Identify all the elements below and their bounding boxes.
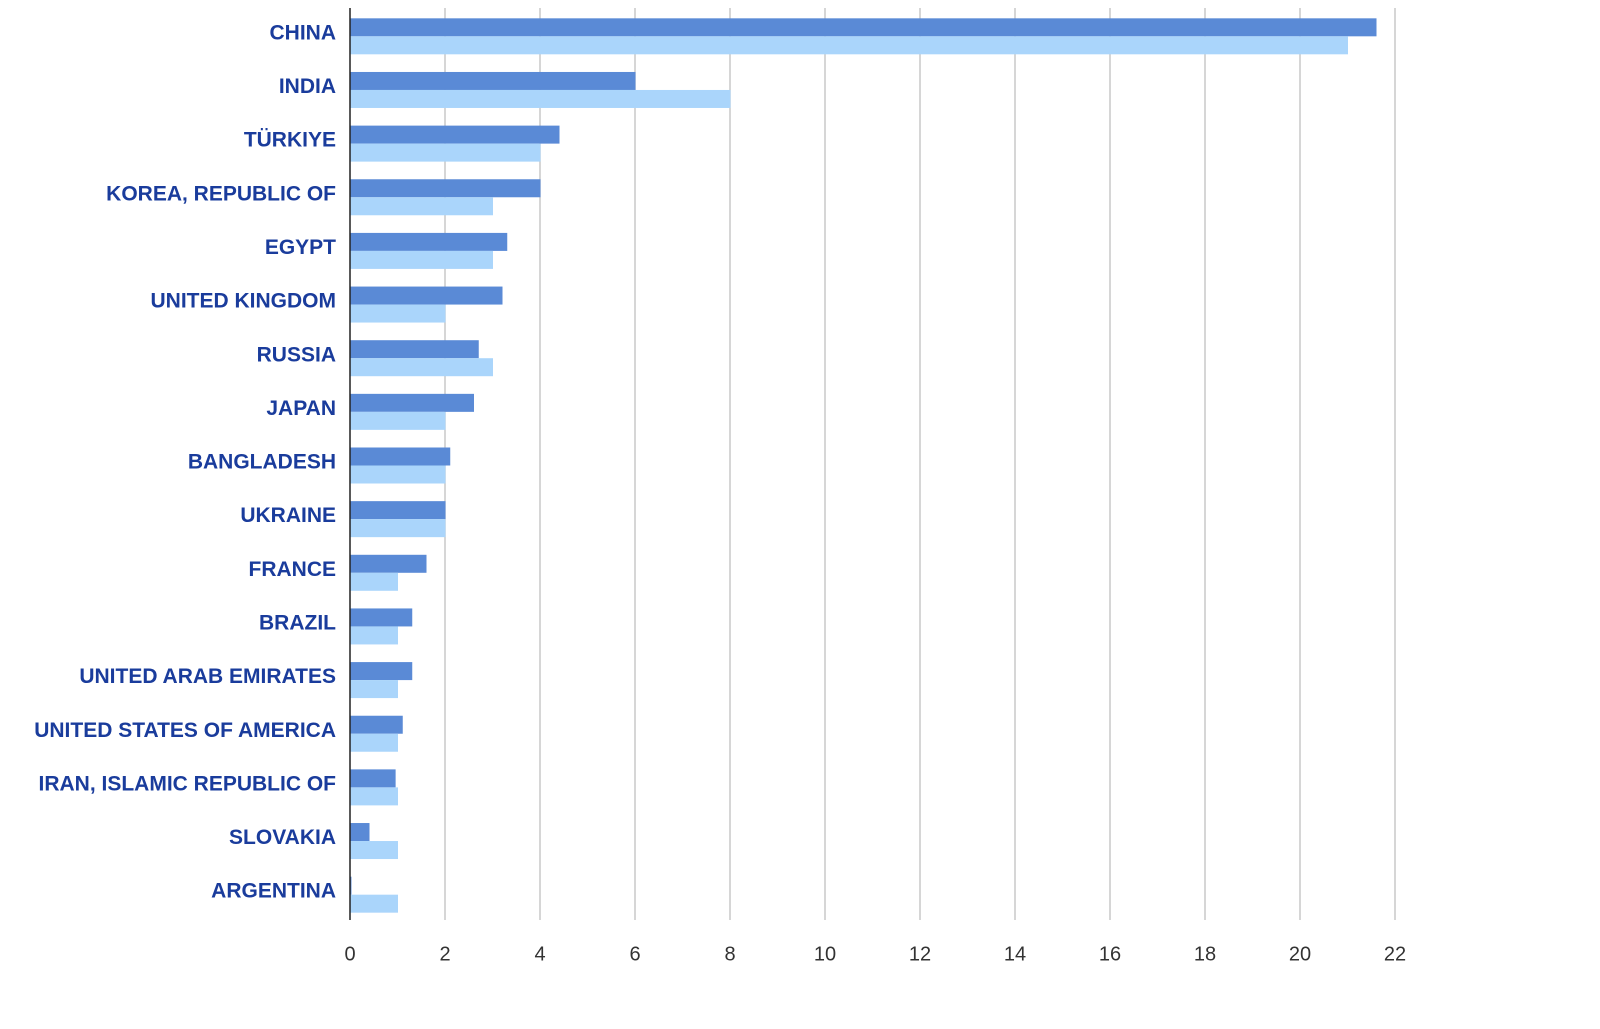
bar [349, 89, 731, 108]
x-tick-label: 2 [439, 943, 450, 965]
bar [349, 358, 493, 377]
bar [349, 662, 413, 681]
bar [349, 519, 446, 538]
bar [349, 411, 446, 430]
bar [349, 608, 413, 627]
bar [349, 232, 508, 251]
x-tick-label: 22 [1384, 943, 1406, 965]
bar [349, 823, 370, 842]
y-tick-label: UKRAINE [240, 504, 336, 527]
bar [349, 715, 403, 734]
bar [349, 769, 396, 788]
bar [349, 286, 503, 305]
y-tick-label: INDIA [279, 75, 336, 98]
bar [349, 179, 541, 198]
bar [349, 340, 479, 359]
y-tick-label: UNITED KINGDOM [151, 290, 337, 313]
y-tick-label: KOREA, REPUBLIC OF [106, 182, 336, 205]
y-tick-label: BANGLADESH [188, 451, 336, 474]
bar [349, 250, 493, 269]
bar [349, 501, 446, 520]
bar [349, 447, 451, 466]
bar [349, 71, 636, 90]
bar [349, 125, 560, 144]
bar [349, 733, 398, 752]
y-tick-label: UNITED ARAB EMIRATES [79, 665, 336, 688]
bar [349, 393, 474, 412]
y-tick-label: UNITED STATES OF AMERICA [34, 719, 336, 742]
y-tick-label: CHINA [270, 21, 337, 44]
y-tick-label: FRANCE [249, 558, 337, 581]
x-tick-label: 4 [534, 943, 545, 965]
bar [349, 841, 398, 860]
x-tick-label: 20 [1289, 943, 1311, 965]
x-tick-label: 12 [909, 943, 931, 965]
y-tick-label: BRAZIL [259, 611, 336, 634]
x-tick-label: 6 [629, 943, 640, 965]
x-tick-label: 16 [1099, 943, 1121, 965]
bar [349, 894, 398, 913]
bar [349, 787, 398, 806]
y-tick-label: EGYPT [265, 236, 336, 259]
x-tick-label: 18 [1194, 943, 1216, 965]
bar [349, 680, 398, 699]
x-tick-label: 8 [724, 943, 735, 965]
y-tick-label: JAPAN [266, 397, 336, 420]
x-tick-label: 14 [1004, 943, 1026, 965]
bar [349, 36, 1348, 55]
x-tick-label: 10 [814, 943, 836, 965]
x-tick-label: 0 [344, 943, 355, 965]
y-tick-label: SLOVAKIA [229, 826, 336, 849]
bar [349, 465, 446, 484]
bar [349, 304, 446, 323]
bar [349, 554, 427, 573]
y-tick-label: RUSSIA [257, 343, 336, 366]
bar [349, 626, 398, 645]
y-tick-label: ARGENTINA [211, 880, 336, 903]
bar [349, 197, 493, 216]
bar [349, 572, 398, 591]
y-tick-label: TÜRKIYE [244, 129, 336, 152]
bar [349, 143, 541, 162]
y-tick-label: IRAN, ISLAMIC REPUBLIC OF [39, 772, 337, 795]
bar [349, 18, 1377, 37]
